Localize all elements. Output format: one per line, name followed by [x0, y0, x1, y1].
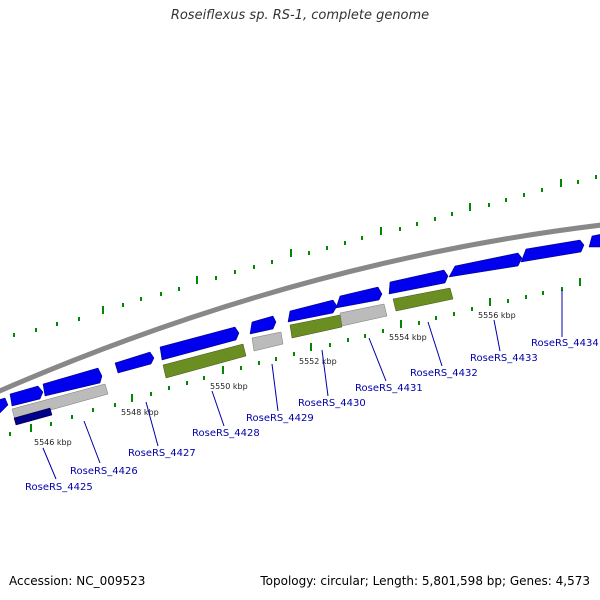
gene-arrow — [42, 367, 103, 397]
gene-label: RoseRS_4427 — [128, 448, 196, 459]
kbp-label: 5548 kbp — [121, 408, 159, 417]
dark-feature — [13, 407, 53, 426]
gene-arrow — [0, 397, 9, 414]
outer-ticks — [13, 175, 597, 337]
gene-arrow — [388, 269, 449, 295]
label-leaders — [42, 290, 563, 480]
gene-arrow — [588, 234, 600, 248]
gene-label: RoseRS_4428 — [192, 428, 260, 439]
gene-label: RoseRS_4430 — [298, 398, 366, 409]
kbp-label: 5546 kbp — [34, 438, 72, 447]
pseudo-feature — [339, 303, 388, 327]
kbp-label: 5550 kbp — [210, 382, 248, 391]
rna-feature — [162, 343, 247, 379]
gene-arrow — [159, 326, 240, 361]
accession-text: Accession: NC_009523 — [9, 574, 146, 588]
pseudo-feature — [11, 383, 109, 421]
kbp-label: 5556 kbp — [478, 311, 516, 320]
gene-arrow — [9, 385, 44, 407]
gene-label: RoseRS_4434 — [531, 338, 599, 349]
genome-info-text: Topology: circular; Length: 5,801,598 bp… — [260, 574, 590, 588]
gene-arrow — [249, 315, 277, 335]
rna-feature — [392, 287, 454, 312]
gene-label: RoseRS_4425 — [25, 482, 93, 493]
gene-label: RoseRS_4429 — [246, 413, 314, 424]
gene-features — [0, 234, 600, 414]
gene-label: RoseRS_4432 — [410, 368, 478, 379]
gene-label: RoseRS_4433 — [470, 353, 538, 364]
rna-features — [11, 287, 454, 426]
gene-label: RoseRS_4431 — [355, 383, 423, 394]
gene-arrow — [287, 299, 338, 323]
gene-arrow — [114, 351, 155, 374]
kbp-label: 5552 kbp — [299, 357, 337, 366]
kbp-label: 5554 kbp — [389, 333, 427, 342]
inner-ticks — [9, 278, 581, 436]
rna-feature — [289, 314, 343, 339]
map-title: Roseiflexus sp. RS-1, complete genome — [170, 8, 430, 23]
gene-label: RoseRS_4426 — [70, 466, 138, 477]
pseudo-feature — [251, 331, 284, 352]
gene-arrow — [335, 286, 383, 309]
genome-backbone — [0, 222, 600, 394]
gene-arrow — [520, 239, 585, 263]
gene-arrow — [448, 252, 523, 278]
